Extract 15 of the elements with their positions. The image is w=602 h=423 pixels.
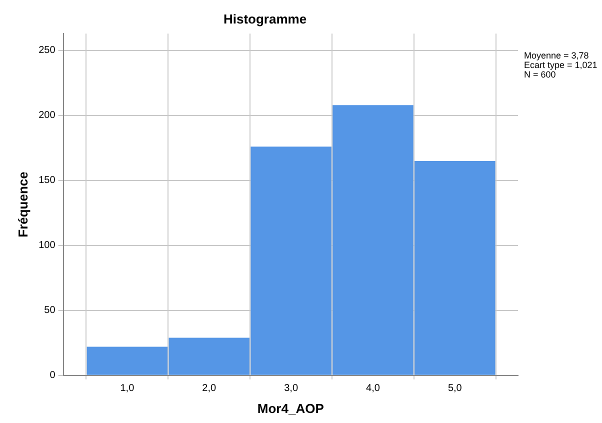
y-axis-title: Fréquence [15,172,30,238]
x-tick-label: 4,0 [366,383,380,394]
x-tick-label: 2,0 [202,383,217,394]
x-tick-label: 5,0 [448,383,462,394]
y-tick-label: 100 [38,240,56,252]
y-tick-label: 200 [38,110,56,122]
text: Moyenne = 3,78 Ecart type = 1,021 N = 600 [524,50,598,80]
x-tick-label: 1,0 [120,383,135,394]
y-tick-label: 0 [50,370,56,382]
x-tick-label: 3,0 [284,383,298,394]
y-tick-label: 250 [38,45,56,56]
y-tick-label: 150 [38,175,56,186]
y-tick-label: 50 [44,305,56,316]
chart-title: Histogramme [223,11,307,26]
x-axis-title: Mor4_AOP [257,400,324,416]
